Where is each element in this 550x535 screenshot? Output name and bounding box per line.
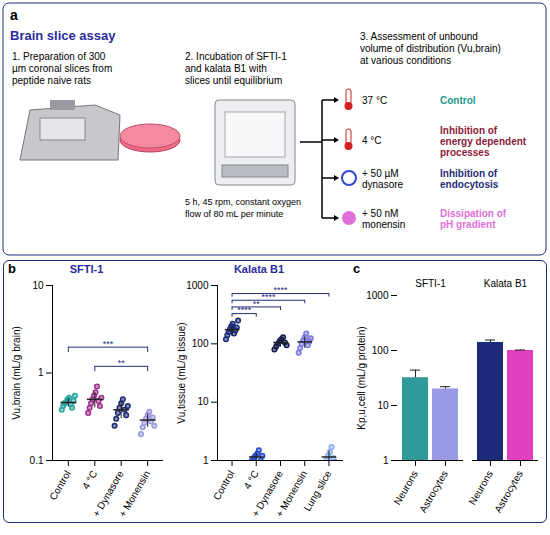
svg-text:Control: Control <box>47 469 73 502</box>
svg-text:Kalata B1: Kalata B1 <box>484 278 528 289</box>
svg-text:Inhibition ofendocytosis: Inhibition ofendocytosis <box>440 168 499 190</box>
svg-text:1: 1 <box>203 455 209 466</box>
svg-text:1000: 1000 <box>366 290 389 301</box>
svg-text:1. Preparation of 300µm corona: 1. Preparation of 300µm coronal slices f… <box>12 51 112 86</box>
svg-text:Vu,brain (mL/g brain): Vu,brain (mL/g brain) <box>11 326 22 420</box>
svg-text:Control: Control <box>211 469 237 502</box>
svg-text:0.1: 0.1 <box>30 455 44 466</box>
svg-text:1: 1 <box>38 367 44 378</box>
svg-text:****: **** <box>273 285 288 295</box>
svg-text:37 °C: 37 °C <box>362 95 387 106</box>
svg-text:Brain slice assay: Brain slice assay <box>10 28 116 43</box>
svg-text:Neurons: Neurons <box>467 469 495 507</box>
svg-text:1000: 1000 <box>186 280 209 291</box>
html-text:SFTI-1: SFTI-1 <box>69 263 104 275</box>
svg-text:10: 10 <box>377 400 389 411</box>
svg-text:**: ** <box>118 358 126 368</box>
svg-text:5 h, 45 rpm, constant oxygenfl: 5 h, 45 rpm, constant oxygenflow of 80 m… <box>185 197 301 219</box>
svg-text:SFTI-1: SFTI-1 <box>415 278 446 289</box>
svg-text:4 °C: 4 °C <box>362 135 382 146</box>
svg-text:10: 10 <box>197 396 209 407</box>
svg-text:Inhibition ofenergy dependentp: Inhibition ofenergy dependentprocesses <box>440 125 527 158</box>
svg-text:+ 50 µMdynasore: + 50 µMdynasore <box>362 168 404 190</box>
svg-text:+ Dynasore: + Dynasore <box>249 468 285 519</box>
svg-text:3. Assessment of unboundvolume: 3. Assessment of unboundvolume of distri… <box>360 31 501 66</box>
svg-text:***: *** <box>103 339 114 349</box>
html-text:b: b <box>8 261 16 276</box>
svg-text:4 °C: 4 °C <box>80 469 99 491</box>
svg-text:Lung slice: Lung slice <box>301 468 333 513</box>
svg-text:10: 10 <box>32 280 44 291</box>
html-text:Kalata B1: Kalata B1 <box>233 263 285 275</box>
svg-text:100: 100 <box>372 345 389 356</box>
svg-text:Astrocytes: Astrocytes <box>492 469 525 515</box>
svg-text:2. Incubation of SFTI-1and kal: 2. Incubation of SFTI-1and kalata B1 wit… <box>185 51 287 86</box>
svg-text:a: a <box>10 7 18 23</box>
svg-text:100: 100 <box>192 338 209 349</box>
svg-text:Neurons: Neurons <box>392 469 420 507</box>
svg-text:+ Monensin: + Monensin <box>117 469 153 520</box>
svg-text:1: 1 <box>383 455 389 466</box>
svg-text:**: ** <box>253 299 261 309</box>
svg-text:Vu,tissue (mL/g tissue): Vu,tissue (mL/g tissue) <box>176 322 187 423</box>
svg-text:4 °C: 4 °C <box>241 469 260 491</box>
svg-text:Dissipation ofpH gradient: Dissipation ofpH gradient <box>440 208 507 230</box>
svg-text:****: **** <box>237 305 252 315</box>
html-text:c: c <box>353 261 361 276</box>
svg-text:Kp,u,cell (mL/g protein): Kp,u,cell (mL/g protein) <box>356 326 367 429</box>
svg-text:+ 50 nMmonensin: + 50 nMmonensin <box>362 208 405 230</box>
svg-text:Astrocytes: Astrocytes <box>417 469 450 515</box>
svg-text:Control: Control <box>440 95 476 106</box>
svg-text:+ Monensin: + Monensin <box>274 469 310 520</box>
svg-text:+ Dynasore: + Dynasore <box>90 468 126 519</box>
